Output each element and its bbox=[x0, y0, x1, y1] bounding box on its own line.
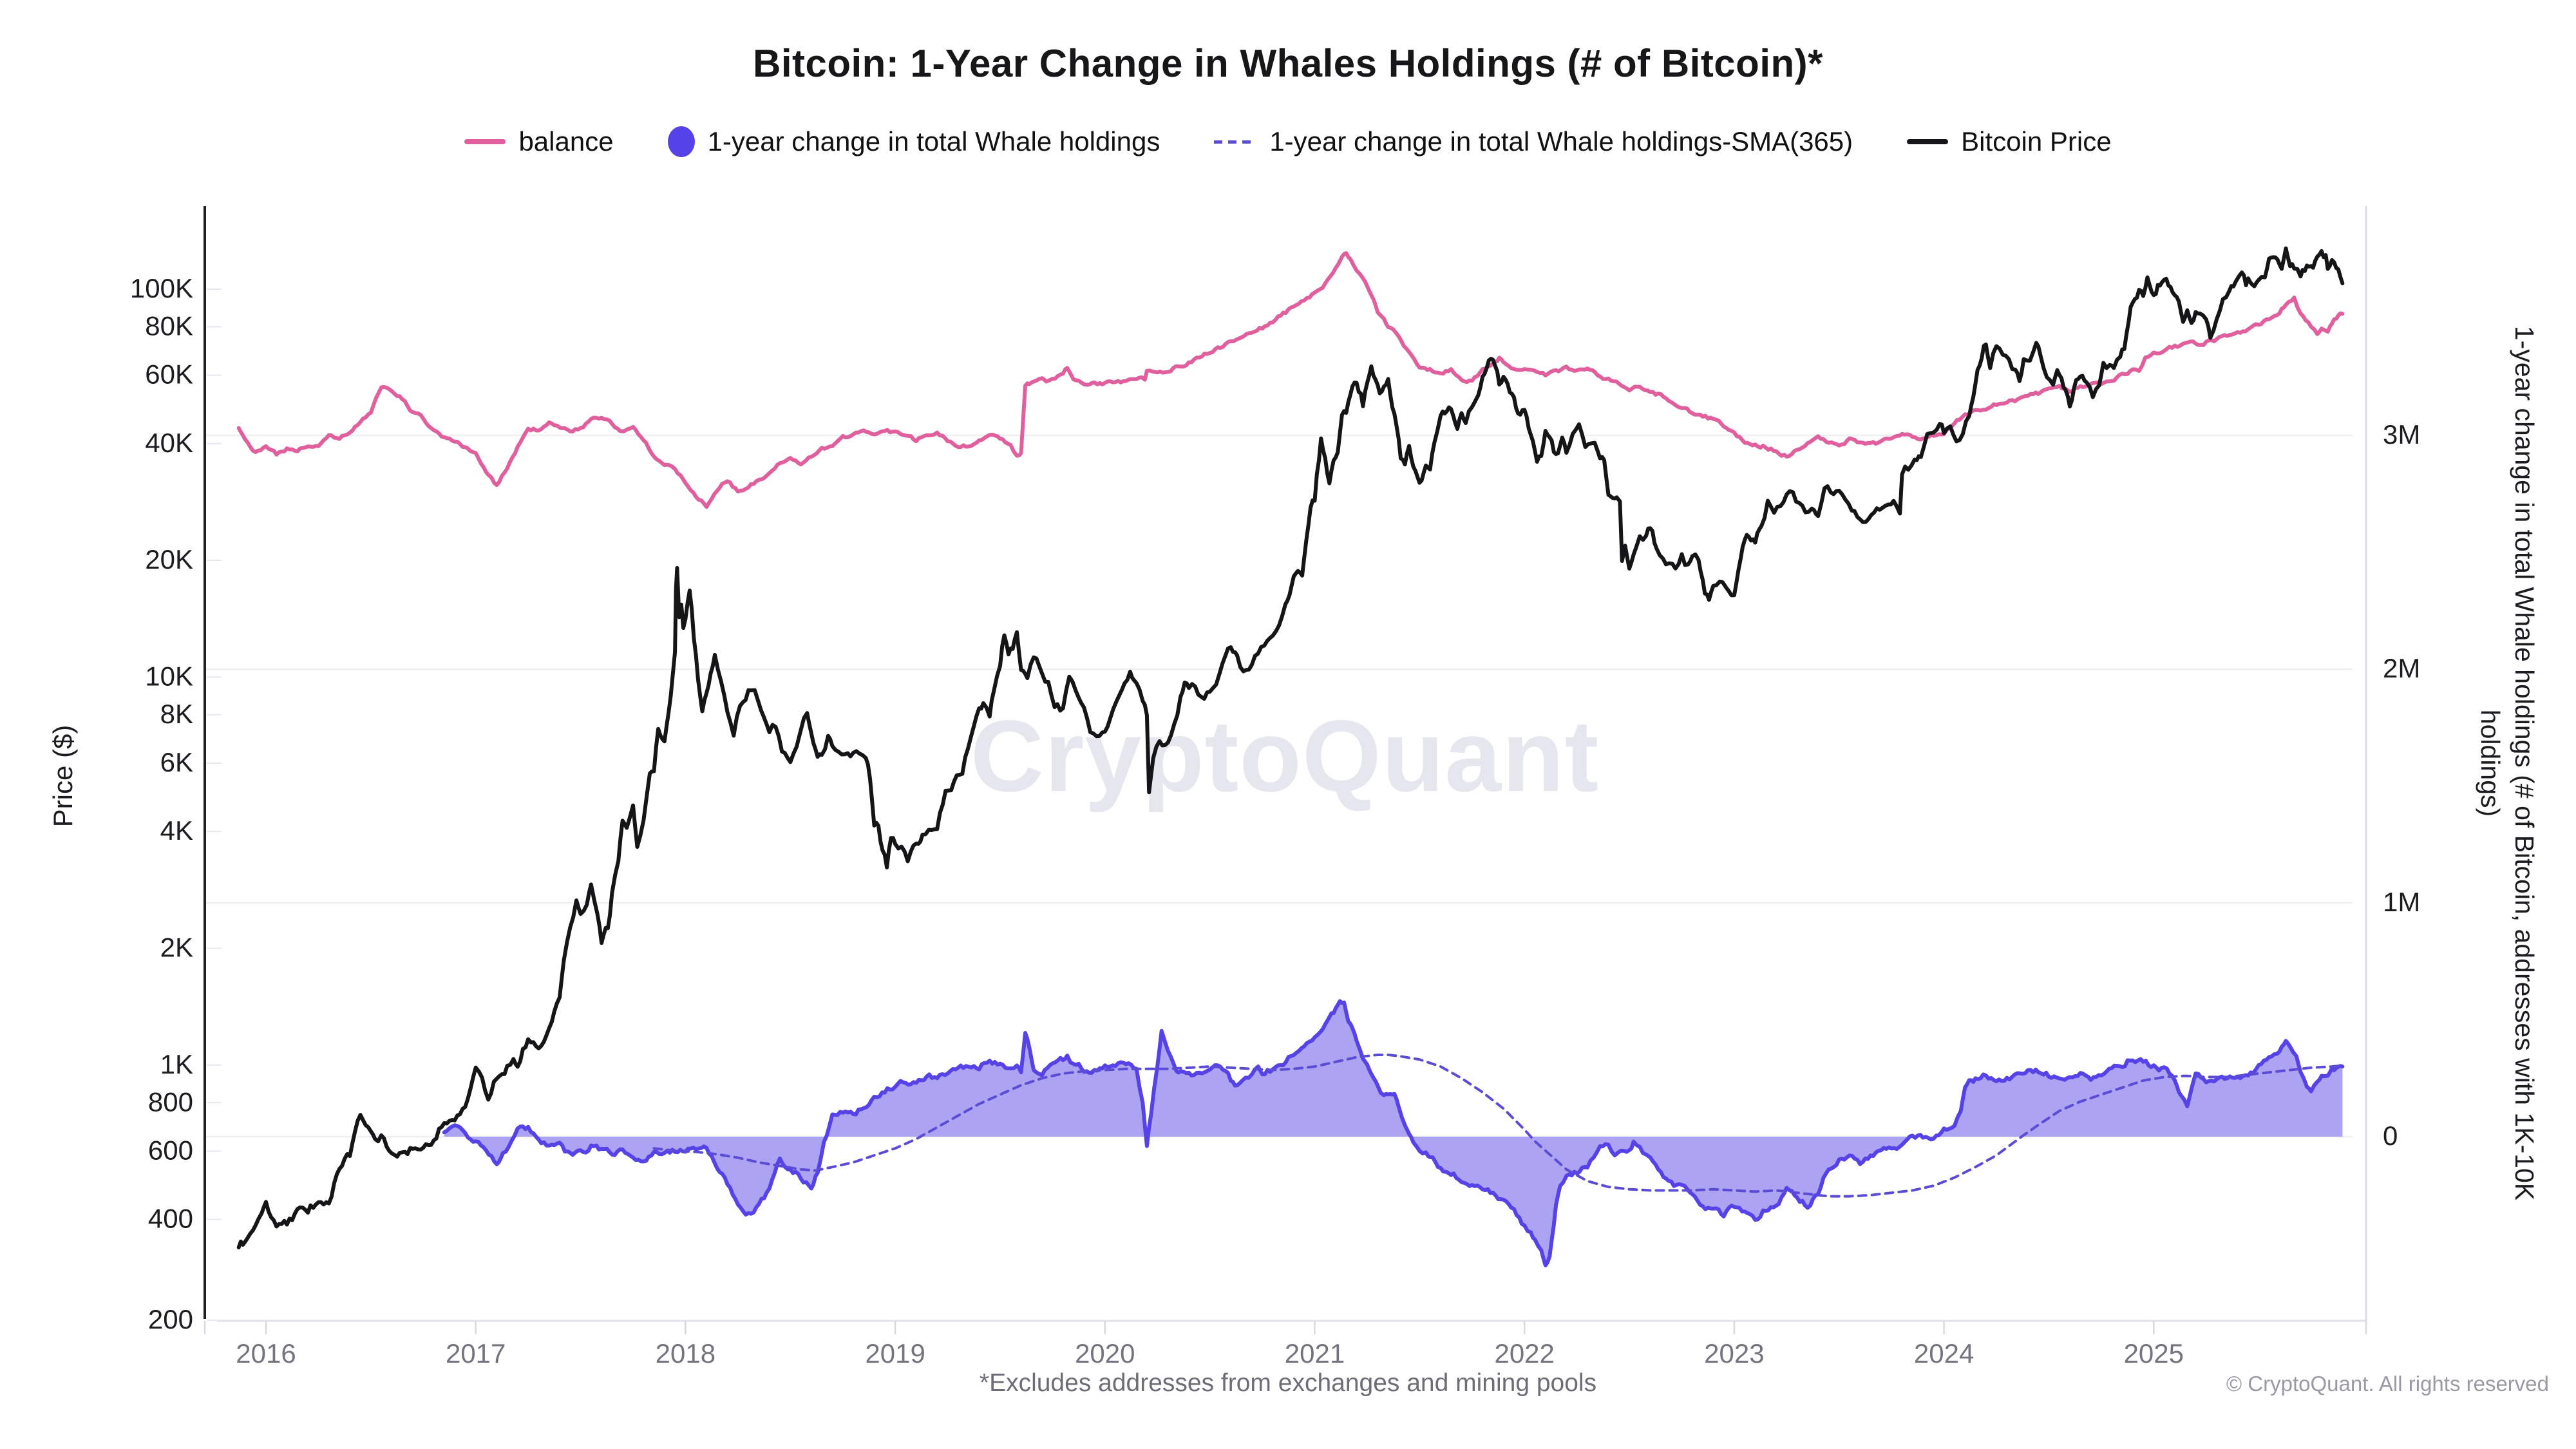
price-axis-tick-label: 40K bbox=[145, 428, 193, 458]
price-axis-tick-label: 200 bbox=[148, 1304, 193, 1334]
legend: balance 1-year change in total Whale hol… bbox=[0, 126, 2576, 157]
sma-dashed-line-marker-icon bbox=[1214, 140, 1257, 144]
cryptoquant-watermark: CryptoQuant bbox=[970, 699, 1600, 813]
page-title: Bitcoin: 1-Year Change in Whales Holding… bbox=[753, 42, 1823, 85]
whale-change-dot-marker-icon bbox=[667, 126, 695, 157]
x-axis-year-label: 2023 bbox=[1704, 1338, 1764, 1368]
right-axis-tick-label: 0 bbox=[2383, 1121, 2398, 1151]
whale-change-area-fill bbox=[444, 1001, 2343, 1265]
bitcoin-price-line-marker-icon bbox=[1907, 139, 1949, 144]
price-axis-tick-label: 400 bbox=[148, 1204, 193, 1234]
right-axis-tick-label: 2M bbox=[2383, 653, 2420, 683]
legend-item-bitcoin-price[interactable]: Bitcoin Price bbox=[1907, 126, 2112, 157]
right-axis-tick-label: 3M bbox=[2383, 419, 2420, 450]
price-axis-tick-label: 20K bbox=[145, 544, 193, 574]
legend-item-balance[interactable]: balance bbox=[464, 126, 614, 157]
price-axis-tick-label: 4K bbox=[160, 815, 193, 846]
series-line-bitcoin-price bbox=[236, 246, 2345, 1249]
chart-footnote: *Excludes addresses from exchanges and m… bbox=[979, 1369, 1597, 1397]
series-line-balance bbox=[236, 251, 2345, 509]
legend-label-whale-change: 1-year change in total Whale holdings bbox=[707, 126, 1160, 156]
price-axis-tick-label: 2K bbox=[160, 933, 193, 963]
balance-line-marker-icon bbox=[464, 139, 506, 144]
legend-label-whale-change-sma: 1-year change in total Whale holdings-SM… bbox=[1269, 126, 1853, 156]
x-axis-year-label: 2021 bbox=[1285, 1338, 1345, 1368]
x-axis-year-label: 2020 bbox=[1075, 1338, 1135, 1368]
x-axis-year-label: 2024 bbox=[1914, 1338, 1974, 1368]
x-axis-year-label: 2016 bbox=[236, 1338, 296, 1368]
price-axis-tick-label: 10K bbox=[145, 661, 193, 691]
price-axis-tick-label: 100K bbox=[130, 273, 193, 303]
price-axis-tick-label: 6K bbox=[160, 747, 193, 777]
legend-item-whale-change-sma[interactable]: 1-year change in total Whale holdings-SM… bbox=[1214, 126, 1853, 157]
price-axis-tick-label: 80K bbox=[145, 310, 193, 341]
price-axis-tick-label: 8K bbox=[160, 699, 193, 729]
x-axis-year-label: 2019 bbox=[865, 1338, 925, 1368]
price-axis-tick-label: 1K bbox=[160, 1049, 193, 1079]
legend-label-bitcoin-price: Bitcoin Price bbox=[1961, 126, 2112, 156]
x-axis-year-label: 2025 bbox=[2124, 1338, 2184, 1368]
legend-item-whale-change[interactable]: 1-year change in total Whale holdings bbox=[667, 126, 1160, 157]
series-line-1-year-change-in-total-whale-holdings bbox=[442, 999, 2345, 1267]
series-line-1-year-change-in-total-whale-holdings-sma-365- bbox=[652, 1054, 2344, 1198]
right-axis-tick-label: 1M bbox=[2383, 887, 2420, 917]
price-axis-tick-label: 600 bbox=[148, 1135, 193, 1166]
copyright-notice: © CryptoQuant. All rights reserved bbox=[2226, 1372, 2549, 1396]
x-axis-year-label: 2017 bbox=[446, 1338, 506, 1368]
x-axis-year-label: 2018 bbox=[656, 1338, 715, 1368]
legend-label-balance: balance bbox=[518, 126, 614, 156]
price-axis-tick-label: 800 bbox=[148, 1086, 193, 1117]
x-axis-year-label: 2022 bbox=[1494, 1338, 1554, 1368]
price-axis-tick-label: 60K bbox=[145, 359, 193, 390]
